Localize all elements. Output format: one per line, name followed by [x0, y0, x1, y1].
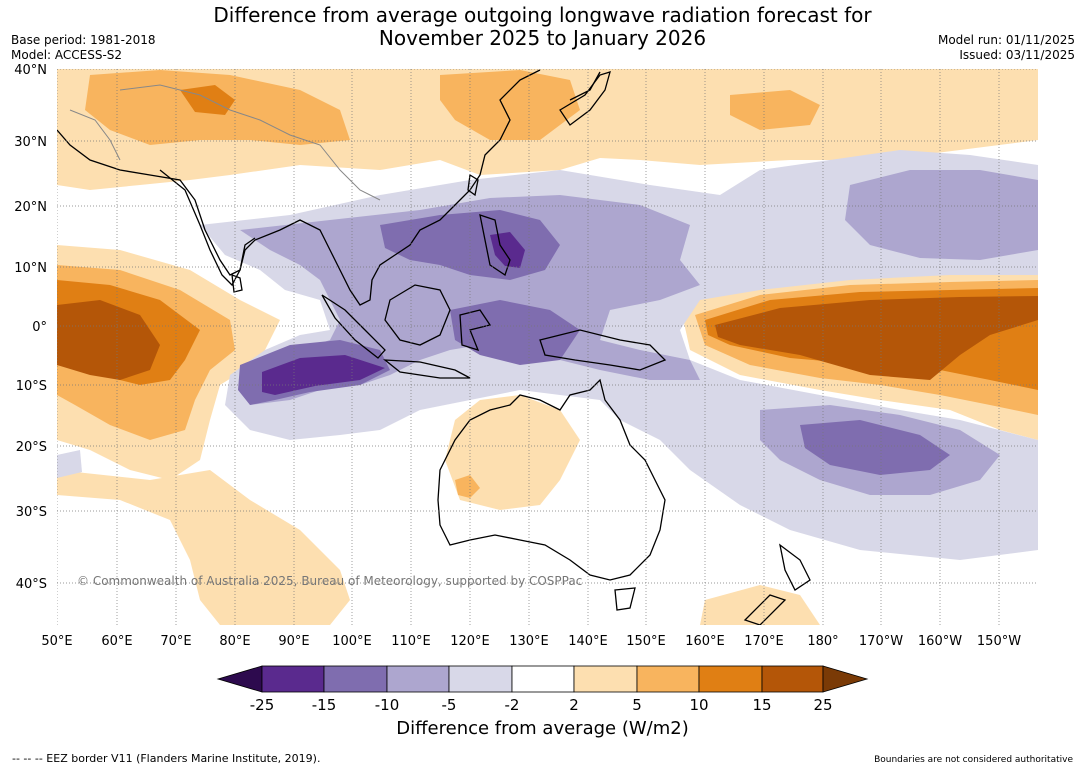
lat-label: 10°N — [14, 261, 47, 276]
positive-anomaly-fields — [57, 69, 1038, 625]
lon-label: 160°W — [918, 634, 962, 649]
model-name: Model: ACCESS-S2 — [11, 48, 123, 62]
anomaly-china-moderate — [440, 70, 580, 140]
title-line-2: November 2025 to January 2026 — [378, 26, 707, 50]
colorbar-tick: -2 — [505, 696, 520, 714]
lat-label: 0° — [32, 320, 47, 335]
colorbar-segment — [448, 665, 513, 693]
colorbar-arrow-low — [216, 665, 263, 693]
lon-label: 130°E — [509, 634, 549, 649]
colorbar-title: Difference from average (W/m2) — [396, 718, 689, 739]
lon-label: 100°E — [332, 634, 372, 649]
lon-label: 150°E — [626, 634, 666, 649]
lon-label: 50°E — [41, 634, 72, 649]
country-borders — [69, 84, 381, 201]
colorbar-tick: 5 — [632, 696, 642, 714]
colorbar-tick: -5 — [442, 696, 457, 714]
coastline-philippines — [479, 214, 511, 277]
lat-label: 10°S — [16, 379, 47, 394]
latitude-labels: 40°N 30°N 20°N 10°N 0° 10°S 20°S 30°S 40… — [14, 63, 47, 592]
copyright-notice: © Commonwealth of Australia 2025, Bureau… — [77, 574, 582, 588]
lon-label: 170°W — [859, 634, 903, 649]
coastline-australia — [437, 378, 666, 581]
anomaly-north-pacific-moderate — [845, 170, 1038, 260]
coastline-new-zealand — [743, 543, 811, 625]
lon-label: 180° — [807, 634, 838, 649]
colorbar — [216, 665, 869, 693]
coastline-tasmania — [614, 587, 636, 611]
anomaly-indian-west-faint — [57, 450, 82, 478]
lon-label: 120°E — [450, 634, 490, 649]
coastline-japan — [559, 71, 611, 126]
anomaly-south-pacific-strong — [800, 420, 950, 475]
negative-anomaly-fields — [57, 150, 1038, 560]
lat-label: 20°N — [14, 200, 47, 215]
meta-left: Base period: 1981-2018 Model: ACCESS-S2 — [11, 33, 156, 63]
colorbar-ticks: -25 -15 -10 -5 -2 2 5 10 15 25 — [250, 696, 833, 714]
lon-label: 90°E — [278, 634, 309, 649]
colorbar-tick: 2 — [569, 696, 579, 714]
colorbar-arrow-high — [822, 665, 869, 693]
colorbar-segment — [698, 665, 763, 693]
lon-label: 60°E — [101, 634, 132, 649]
anomaly-wa-moderate — [455, 475, 480, 498]
title-line-1: Difference from average outgoing longwav… — [213, 3, 872, 27]
anomaly-java-sea-strong — [262, 355, 385, 395]
colorbar-segment — [386, 665, 450, 693]
colorbar-tick: -15 — [312, 696, 337, 714]
lon-label: 80°E — [219, 634, 250, 649]
lat-label: 40°N — [14, 63, 47, 78]
anomaly-indian-ocean-very-strong — [57, 300, 160, 380]
coastline-taiwan — [467, 173, 479, 197]
colorbar-tick: 10 — [689, 696, 708, 714]
colorbar-tick: -25 — [250, 696, 275, 714]
lon-label: 170°E — [744, 634, 784, 649]
lon-label: 110°E — [391, 634, 431, 649]
anomaly-central-pacific-very-strong — [715, 296, 1038, 380]
colorbar-segment — [261, 665, 325, 693]
colorbar-tick: 15 — [752, 696, 771, 714]
anomaly-south-indian-ocean — [57, 470, 350, 625]
meta-right: Model run: 01/11/2025 Issued: 03/11/2025 — [938, 33, 1075, 63]
colorbar-tick: 25 — [813, 696, 832, 714]
colorbar-segment — [761, 665, 824, 693]
map-title: Difference from average outgoing longwav… — [0, 4, 1085, 50]
base-period: Base period: 1981-2018 — [11, 33, 156, 47]
coastline-borneo — [384, 284, 451, 346]
model-run: Model run: 01/11/2025 — [937, 33, 1075, 47]
lat-label: 30°N — [14, 135, 47, 150]
colorbar-segment — [511, 665, 575, 693]
coastline-asia — [57, 69, 601, 306]
longitude-labels: 50°E 60°E 70°E 80°E 90°E 100°E 110°E 120… — [41, 634, 1021, 649]
coastline-sri-lanka — [231, 274, 243, 293]
anomaly-himalaya-strong — [180, 85, 235, 115]
lat-label: 20°S — [16, 440, 47, 455]
coastline-sumatra — [321, 294, 386, 359]
map-area: © Commonwealth of Australia 2025, Bureau… — [57, 69, 1038, 625]
lat-label: 40°S — [16, 577, 47, 592]
coastlines — [57, 69, 811, 625]
lat-label: 30°S — [16, 505, 47, 520]
anomaly-western-australia — [445, 395, 580, 510]
anomaly-sulawesi — [450, 300, 580, 365]
lon-label: 160°E — [685, 634, 725, 649]
colorbar-segment — [636, 665, 700, 693]
colorbar-tick: -10 — [375, 696, 400, 714]
colorbar-segment — [573, 665, 638, 693]
lon-label: 150°W — [977, 634, 1021, 649]
coastline-new-guinea — [539, 329, 667, 371]
lon-label: 140°E — [568, 634, 608, 649]
boundary-disclaimer: Boundaries are not considered authoritat… — [874, 755, 1073, 765]
issued-date: Issued: 03/11/2025 — [959, 48, 1075, 62]
eez-border-note: -- -- -- EEZ border V11 (Flanders Marine… — [12, 752, 321, 765]
coastline-india — [159, 169, 256, 287]
colorbar-segment — [323, 665, 388, 693]
anomaly-north-pacific-moderate — [730, 90, 820, 130]
lon-label: 70°E — [160, 634, 191, 649]
